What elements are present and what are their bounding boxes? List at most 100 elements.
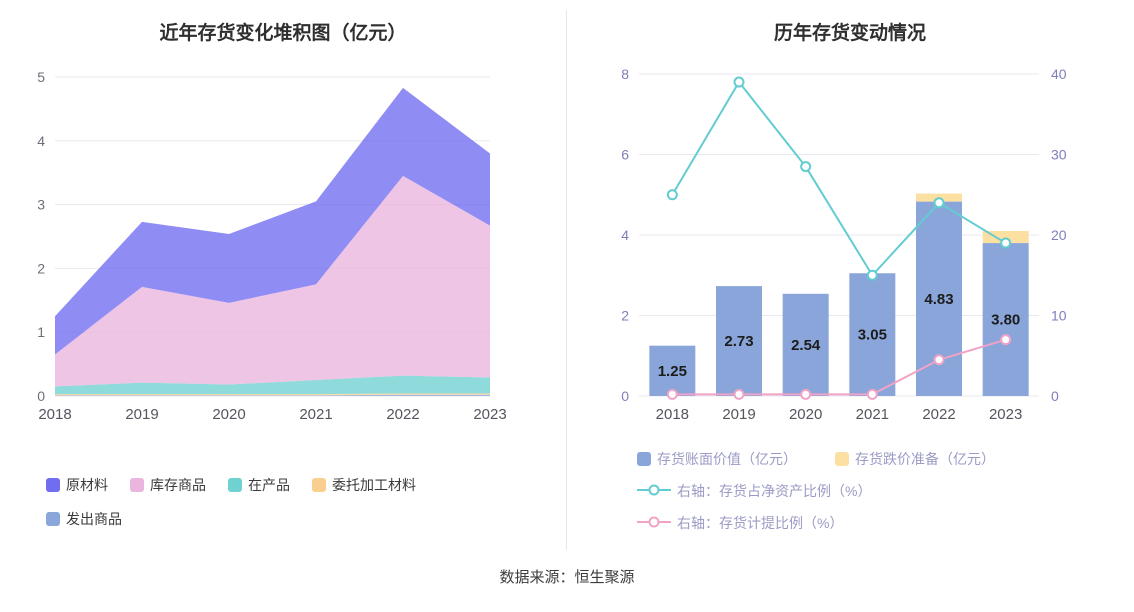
x-axis-label: 2020 — [789, 406, 822, 423]
x-axis-label: 2023 — [473, 406, 506, 423]
bar-value-label: 4.83 — [924, 291, 953, 308]
legend-swatch — [228, 478, 242, 492]
y-axis-tick-label: 2 — [37, 260, 45, 276]
right-chart-title: 历年存货变动情况 — [773, 23, 926, 44]
line-marker — [733, 76, 745, 88]
line-marker — [800, 161, 812, 173]
left-chart-legend: 原材料 库存商品 在产品 委托加工材料发出商品 — [46, 475, 496, 529]
y-axis-tick-label: 0 — [37, 388, 45, 404]
data-source: 数据来源：恒生聚源 — [499, 569, 635, 586]
x-axis-label: 2019 — [722, 406, 755, 423]
legend-item[interactable]: 发出商品 — [46, 509, 122, 529]
area-series-2 — [55, 375, 490, 395]
left-chart-title: 近年存货变化堆积图（亿元） — [159, 23, 407, 44]
bar-value-label: 3.05 — [858, 327, 887, 344]
line-marker — [866, 388, 878, 400]
bar-value-label: 3.80 — [991, 312, 1020, 329]
charts-row: 近年存货变化堆积图（亿元） 0 1 2 3 4 5 2018 2019 2020 2021 2022… — [0, 6, 1134, 550]
line-marker — [800, 388, 812, 400]
legend-swatch — [637, 452, 651, 466]
bar-value-label: 2.54 — [791, 337, 821, 354]
legend-item[interactable]: 原材料 — [46, 475, 108, 495]
left-chart-panel: 近年存货变化堆积图（亿元） 0 1 2 3 4 5 2018 2019 2020 2021 2022… — [0, 6, 566, 529]
line-marker — [1000, 237, 1012, 249]
bar-value-label: 2.73 — [724, 333, 753, 350]
line-series-0 — [671, 80, 1007, 277]
area-series-3 — [55, 175, 490, 387]
x-axis-label: 2018 — [656, 406, 689, 423]
bar-segment — [849, 273, 896, 396]
legend-label: 库存商品 — [150, 477, 206, 493]
right-chart-panel: 历年存货变动情况 0 2 4 6 8 0 10 20 30 40 1.25 2.73 2.54 3.05 4… — [567, 6, 1133, 533]
x-axis-label: 2019 — [125, 406, 158, 423]
legend-item[interactable]: 右轴：存货计提比例（%） — [637, 513, 843, 533]
legend-swatch — [46, 512, 60, 526]
legend-item[interactable]: 在产品 — [228, 475, 290, 495]
legend-item[interactable]: 库存商品 — [130, 475, 206, 495]
legend-item[interactable]: 右轴：存货占净资产比例（%） — [637, 481, 871, 501]
right-axis-tick-label: 10 — [1051, 308, 1067, 324]
legend-row: 存货账面价值（亿元） 存货跌价准备（亿元） — [637, 449, 1133, 469]
legend-label: 右轴：存货占净资产比例（%） — [677, 483, 872, 499]
x-axis-label: 2022 — [386, 406, 419, 423]
right-axis-tick-label: 0 — [1051, 388, 1059, 404]
right-axis-tick-label: 40 — [1051, 66, 1067, 82]
y-axis-tick-label: 5 — [37, 69, 45, 85]
line-marker — [666, 189, 678, 201]
legend-label: 右轴：存货计提比例（%） — [677, 515, 844, 531]
line-marker — [733, 388, 745, 400]
right-chart-legend: 存货账面价值（亿元） 存货跌价准备（亿元） 右轴：存货占净资产比例（%） 右轴：存货计… — [637, 449, 1133, 533]
legend-item[interactable]: 委托加工材料 — [312, 475, 416, 495]
bar-segment — [782, 293, 829, 396]
x-axis-label: 2022 — [922, 406, 955, 423]
legend-row: 右轴：存货占净资产比例（%） — [637, 481, 1133, 501]
stacked-area-chart: 0 1 2 3 4 5 2018 2019 2020 2021 2022 2023 — [37, 69, 506, 423]
legend-label: 委托加工材料 — [332, 477, 416, 493]
x-axis-label: 2020 — [212, 406, 245, 423]
line-marker — [866, 269, 878, 281]
line-marker — [933, 197, 945, 209]
left-axis-tick-label: 4 — [621, 227, 629, 243]
legend-row: 右轴：存货计提比例（%） — [637, 513, 1133, 533]
line-marker — [1000, 334, 1012, 346]
legend-label: 原材料 — [66, 477, 108, 493]
area-series-4 — [55, 87, 490, 355]
legend-swatch — [46, 478, 60, 492]
legend-item[interactable]: 存货账面价值（亿元） — [637, 449, 797, 469]
bar-value-label: 1.25 — [658, 363, 687, 380]
y-axis-tick-label: 1 — [37, 324, 45, 340]
x-axis-label: 2021 — [299, 406, 332, 423]
x-axis-label: 2023 — [989, 406, 1022, 423]
bar-line-chart: 0 2 4 6 8 0 10 20 30 40 1.25 2.73 2.54 3.05 4.83 3.80 20… — [621, 66, 1067, 423]
legend-label: 存货账面价值（亿元） — [657, 451, 797, 467]
x-axis-label: 2018 — [38, 406, 71, 423]
legend-label: 存货跌价准备（亿元） — [855, 451, 995, 467]
x-axis-label: 2021 — [856, 406, 889, 423]
right-axis-tick-label: 20 — [1051, 227, 1067, 243]
left-axis-tick-label: 6 — [621, 147, 629, 163]
y-axis-tick-label: 4 — [37, 133, 45, 149]
legend-line-swatch — [637, 515, 671, 532]
line-marker — [933, 354, 945, 366]
right-axis-tick-label: 30 — [1051, 147, 1067, 163]
line-marker — [666, 388, 678, 400]
left-axis-tick-label: 8 — [621, 66, 629, 82]
area-series-1 — [55, 393, 490, 396]
legend-swatch — [312, 478, 326, 492]
bar-segment — [982, 230, 1029, 244]
bar-segment — [982, 243, 1029, 396]
panel-divider — [566, 10, 567, 550]
legend-swatch — [130, 478, 144, 492]
left-axis-tick-label: 0 — [621, 388, 629, 404]
legend-label: 发出商品 — [66, 511, 122, 527]
y-axis-tick-label: 3 — [37, 197, 45, 213]
bar-segment — [649, 345, 696, 396]
legend-item[interactable]: 存货跌价准备（亿元） — [835, 449, 995, 469]
line-series-1 — [672, 338, 1006, 396]
legend-swatch — [835, 452, 849, 466]
bar-segment — [716, 286, 762, 396]
left-axis-tick-label: 2 — [621, 308, 629, 324]
legend-line-swatch — [637, 483, 671, 500]
legend-label: 在产品 — [248, 477, 290, 493]
